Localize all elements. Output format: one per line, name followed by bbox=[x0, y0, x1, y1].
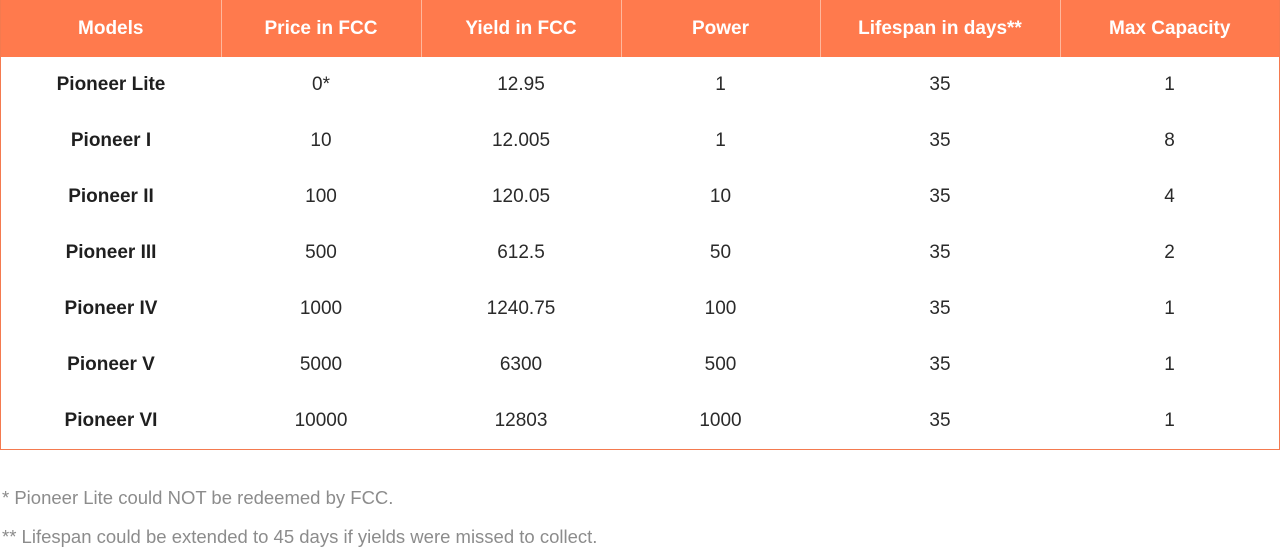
footnote-lifespan-extension: ** Lifespan could be extended to 45 days… bbox=[2, 526, 598, 547]
cell-yield: 12.005 bbox=[491, 130, 551, 151]
footnote-lite-redemption: * Pioneer Lite could NOT be redeemed by … bbox=[2, 487, 394, 508]
cell-model: Pioneer Lite bbox=[56, 74, 166, 95]
cell-max-capacity: 8 bbox=[1164, 130, 1175, 151]
cell-price: 1000 bbox=[299, 298, 343, 319]
cell-max-capacity: 1 bbox=[1164, 298, 1175, 319]
header-max-capacity: Max Capacity bbox=[1059, 0, 1279, 57]
table-row: Pioneer V 5000 6300 500 35 1 bbox=[1, 337, 1279, 393]
header-yield: Yield in FCC bbox=[420, 0, 621, 57]
cell-max-capacity: 1 bbox=[1164, 410, 1175, 431]
cell-price: 100 bbox=[305, 186, 337, 207]
cell-power: 500 bbox=[704, 354, 737, 375]
cell-max-capacity: 1 bbox=[1164, 74, 1175, 95]
cell-yield: 120.05 bbox=[491, 186, 551, 207]
cell-max-capacity: 2 bbox=[1164, 242, 1175, 263]
cell-yield: 12.95 bbox=[497, 74, 545, 95]
cell-lifespan: 35 bbox=[929, 242, 951, 263]
table-header-row: Models Price in FCC Yield in FCC Power L… bbox=[1, 0, 1279, 57]
cell-max-capacity: 1 bbox=[1164, 354, 1175, 375]
cell-price: 0* bbox=[312, 74, 330, 95]
cell-model: Pioneer III bbox=[65, 242, 157, 263]
table-row: Pioneer IV 1000 1240.75 100 35 1 bbox=[1, 281, 1279, 337]
cell-model: Pioneer VI bbox=[64, 410, 158, 431]
pricing-table-container: Models Price in FCC Yield in FCC Power L… bbox=[0, 0, 1280, 450]
table-row: Pioneer I 10 12.005 1 35 8 bbox=[1, 113, 1279, 169]
cell-model: Pioneer V bbox=[67, 354, 155, 375]
table-row: Pioneer II 100 120.05 10 35 4 bbox=[1, 169, 1279, 225]
cell-price: 10000 bbox=[294, 410, 348, 431]
cell-power: 1 bbox=[715, 130, 726, 151]
header-models: Models bbox=[78, 17, 144, 39]
pioneer-models-table: Models Price in FCC Yield in FCC Power L… bbox=[1, 0, 1279, 449]
header-lifespan: Lifespan in days** bbox=[819, 0, 1060, 57]
cell-yield: 6300 bbox=[499, 354, 543, 375]
table-row: Pioneer VI 10000 12803 1000 35 1 bbox=[1, 393, 1279, 449]
footnotes: * Pioneer Lite could NOT be redeemed by … bbox=[2, 478, 597, 556]
cell-lifespan: 35 bbox=[929, 186, 951, 207]
cell-power: 1 bbox=[715, 74, 726, 95]
cell-yield: 612.5 bbox=[497, 242, 545, 263]
cell-power: 1000 bbox=[699, 410, 742, 431]
cell-power: 10 bbox=[709, 186, 732, 207]
table-row: Pioneer III 500 612.5 50 35 2 bbox=[1, 225, 1279, 281]
cell-max-capacity: 4 bbox=[1164, 186, 1175, 207]
cell-yield: 12803 bbox=[494, 410, 548, 431]
cell-power: 50 bbox=[709, 242, 732, 263]
cell-lifespan: 35 bbox=[929, 298, 951, 319]
header-price: Price in FCC bbox=[220, 0, 421, 57]
cell-lifespan: 35 bbox=[929, 130, 951, 151]
cell-lifespan: 35 bbox=[929, 74, 951, 95]
cell-lifespan: 35 bbox=[929, 410, 951, 431]
cell-price: 500 bbox=[305, 242, 337, 263]
cell-model: Pioneer IV bbox=[64, 298, 158, 319]
cell-price: 5000 bbox=[299, 354, 343, 375]
table-row: Pioneer Lite 0* 12.95 1 35 1 bbox=[1, 57, 1279, 113]
cell-power: 100 bbox=[704, 298, 737, 319]
cell-price: 10 bbox=[310, 130, 332, 151]
header-power: Power bbox=[620, 0, 820, 57]
cell-model: Pioneer II bbox=[68, 186, 154, 207]
cell-yield: 1240.75 bbox=[486, 298, 556, 319]
cell-lifespan: 35 bbox=[929, 354, 951, 375]
cell-model: Pioneer I bbox=[70, 130, 152, 151]
